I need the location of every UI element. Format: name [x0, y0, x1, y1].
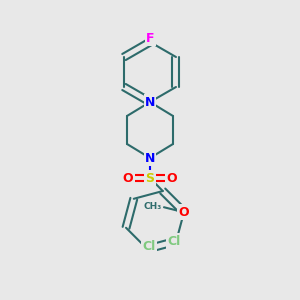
Text: O: O — [123, 172, 133, 184]
Text: CH₃: CH₃ — [144, 202, 162, 211]
Text: O: O — [167, 172, 177, 184]
Text: N: N — [145, 95, 155, 109]
Text: F: F — [146, 32, 154, 44]
Text: N: N — [145, 152, 155, 164]
Text: Cl: Cl — [168, 235, 181, 248]
Text: O: O — [179, 206, 189, 219]
Text: S: S — [146, 172, 154, 184]
Text: Cl: Cl — [142, 241, 156, 254]
